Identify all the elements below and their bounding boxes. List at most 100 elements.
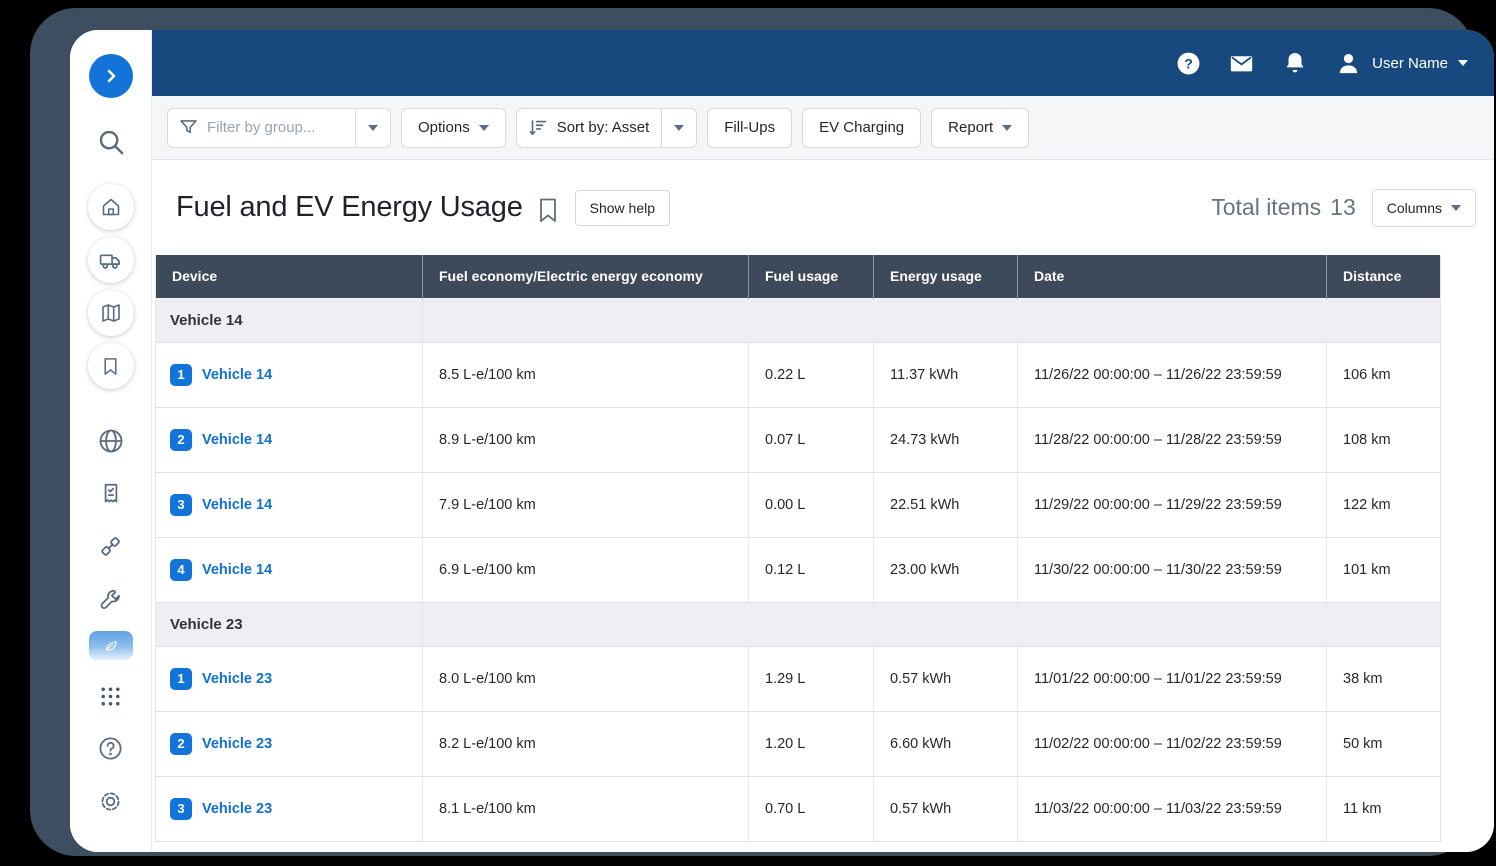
fuel-usage-cell: 0.12 L xyxy=(749,537,874,602)
ev-charging-button[interactable]: EV Charging xyxy=(802,108,921,148)
device-link[interactable]: Vehicle 14 xyxy=(202,562,272,578)
device-cell: 1Vehicle 14 xyxy=(156,342,423,407)
sidebar xyxy=(70,30,152,852)
bookmark-outline-icon[interactable] xyxy=(537,197,559,224)
table-row: 1Vehicle 238.0 L-e/100 km1.29 L0.57 kWh1… xyxy=(156,646,1441,711)
row-number-badge: 2 xyxy=(170,733,192,755)
sidebar-item-fuel-ev-active[interactable] xyxy=(89,631,133,660)
economy-cell: 6.9 L-e/100 km xyxy=(423,537,749,602)
caret-down-icon xyxy=(368,125,378,131)
date-cell: 11/01/22 00:00:00 – 11/01/22 23:59:59 xyxy=(1018,646,1327,711)
svg-text:?: ? xyxy=(1184,55,1193,71)
help-circle-icon[interactable]: ? xyxy=(1176,51,1201,76)
distance-cell: 108 km xyxy=(1327,407,1441,472)
device-link[interactable]: Vehicle 14 xyxy=(202,367,272,383)
sort-by-control[interactable]: Sort by: Asset xyxy=(516,108,698,148)
sidebar-item-bookmarks[interactable] xyxy=(88,343,134,389)
columns-button[interactable]: Columns xyxy=(1372,189,1476,227)
page-title: Fuel and EV Energy Usage xyxy=(176,191,523,224)
user-menu[interactable]: User Name xyxy=(1335,50,1468,77)
device-cell: 2 Vehicle 23 xyxy=(156,711,423,776)
distance-cell: 50 km xyxy=(1327,711,1441,776)
group-label: Vehicle 14 xyxy=(156,298,423,342)
date-cell: 11/28/22 00:00:00 – 11/28/22 23:59:59 xyxy=(1018,407,1327,472)
sidebar-item-map[interactable] xyxy=(88,290,134,336)
home-icon xyxy=(99,195,123,219)
economy-cell: 8.9 L-e/100 km xyxy=(423,407,749,472)
table-row: 2 Vehicle 23 8.2 L-e/100 km1.20 L6.60 kWh1… xyxy=(156,711,1441,776)
column-header-economy[interactable]: Fuel economy/Electric energy economy xyxy=(423,255,749,298)
column-header-distance[interactable]: Distance xyxy=(1327,255,1441,298)
bell-icon[interactable] xyxy=(1282,50,1308,76)
data-table: Device Fuel economy/Electric energy econ… xyxy=(155,255,1441,842)
energy-usage-cell: 11.37 kWh xyxy=(874,342,1018,407)
sidebar-expand-button[interactable] xyxy=(89,54,133,98)
receipt-icon[interactable] xyxy=(98,481,124,507)
settings-gear-icon[interactable] xyxy=(97,788,124,815)
energy-usage-cell: 6.60 kWh xyxy=(874,711,1018,776)
globe-icon[interactable] xyxy=(97,427,125,455)
group-spacer xyxy=(423,602,1441,646)
economy-cell: 8.2 L-e/100 km xyxy=(423,711,749,776)
fuel-hose-icon[interactable] xyxy=(97,533,124,560)
device-link[interactable]: Vehicle 23 xyxy=(202,801,272,817)
fill-ups-label: Fill-Ups xyxy=(724,119,775,136)
caret-down-icon xyxy=(674,125,684,131)
device-cell: 1Vehicle 23 xyxy=(156,646,423,711)
fuel-usage-cell: 1.29 L xyxy=(749,646,874,711)
distance-cell: 11 km xyxy=(1327,776,1441,841)
column-header-fuel-usage[interactable]: Fuel usage xyxy=(749,255,874,298)
table-row: 4Vehicle 146.9 L-e/100 km0.12 L23.00 kWh… xyxy=(156,537,1441,602)
total-items: Total items 13 xyxy=(1211,194,1356,221)
device-link[interactable]: Vehicle 23 xyxy=(202,736,272,752)
economy-cell: 7.9 L-e/100 km xyxy=(423,472,749,537)
energy-usage-cell: 22.51 kWh xyxy=(874,472,1018,537)
top-navbar: ? User Name xyxy=(152,30,1494,96)
fuel-usage-cell: 0.22 L xyxy=(749,342,874,407)
sidebar-item-home[interactable] xyxy=(88,184,134,230)
app-window: ? User Name xyxy=(70,30,1494,852)
fuel-usage-cell: 0.07 L xyxy=(749,407,874,472)
show-help-button[interactable]: Show help xyxy=(575,190,670,226)
device-cell: 4Vehicle 14 xyxy=(156,537,423,602)
fuel-usage-cell: 1.20 L xyxy=(749,711,874,776)
fill-ups-button[interactable]: Fill-Ups xyxy=(707,108,792,148)
sort-by-label: Sort by: Asset xyxy=(557,119,662,136)
caret-down-icon xyxy=(1451,205,1461,211)
column-header-energy-usage[interactable]: Energy usage xyxy=(874,255,1018,298)
ev-charging-label: EV Charging xyxy=(819,119,904,136)
help-icon[interactable] xyxy=(97,735,124,762)
window-frame: ? User Name xyxy=(30,8,1474,856)
table-header: Device Fuel economy/Electric energy econ… xyxy=(156,255,1441,298)
device-link[interactable]: Vehicle 14 xyxy=(202,497,272,513)
sidebar-item-vehicles[interactable] xyxy=(88,237,134,283)
map-icon xyxy=(99,301,123,325)
date-cell: 11/02/22 00:00:00 – 11/02/22 23:59:59 xyxy=(1018,711,1327,776)
device-cell: 3Vehicle 14 xyxy=(156,472,423,537)
envelope-icon[interactable] xyxy=(1228,50,1255,77)
wrench-icon[interactable] xyxy=(97,586,124,613)
table-row: 1Vehicle 148.5 L-e/100 km0.22 L11.37 kWh… xyxy=(156,342,1441,407)
person-icon xyxy=(1335,50,1362,77)
row-number-badge: 3 xyxy=(170,798,192,820)
date-cell: 11/29/22 00:00:00 – 11/29/22 23:59:59 xyxy=(1018,472,1327,537)
table-row: 2Vehicle 148.9 L-e/100 km0.07 L24.73 kWh… xyxy=(156,407,1441,472)
date-cell: 11/30/22 00:00:00 – 11/30/22 23:59:59 xyxy=(1018,537,1327,602)
column-header-device[interactable]: Device xyxy=(156,255,423,298)
options-button[interactable]: Options xyxy=(401,108,506,148)
truck-icon xyxy=(98,248,123,273)
filter-dropdown-button[interactable] xyxy=(356,109,390,147)
device-link[interactable]: Vehicle 23 xyxy=(202,671,272,687)
sort-dropdown-button[interactable] xyxy=(662,109,696,147)
table-row: 3Vehicle 238.1 L-e/100 km0.70 L0.57 kWh1… xyxy=(156,776,1441,841)
device-link[interactable]: Vehicle 14 xyxy=(202,432,272,448)
caret-down-icon xyxy=(479,125,489,131)
report-button[interactable]: Report xyxy=(931,108,1029,148)
energy-usage-cell: 23.00 kWh xyxy=(874,537,1018,602)
column-header-date[interactable]: Date xyxy=(1018,255,1327,298)
search-icon[interactable] xyxy=(96,127,126,157)
date-cell: 11/26/22 00:00:00 – 11/26/22 23:59:59 xyxy=(1018,342,1327,407)
toolbar: Options Sort by: Asset Fill-Ups EV Charg… xyxy=(152,96,1494,160)
filter-by-group-input[interactable] xyxy=(207,119,355,136)
apps-grid-icon[interactable] xyxy=(98,684,123,709)
